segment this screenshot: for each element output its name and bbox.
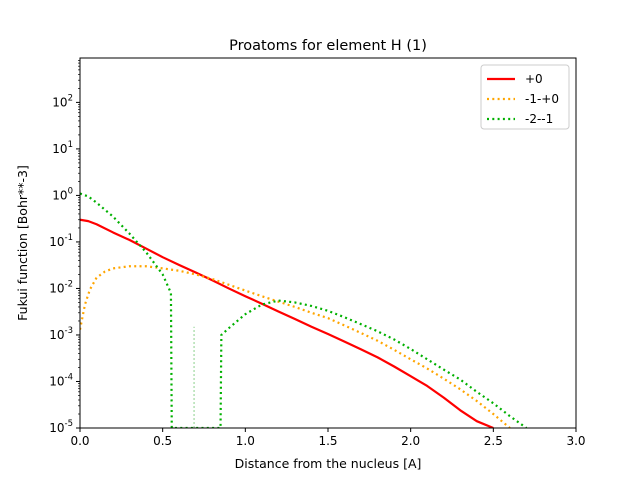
y-tick-label: 10-1 (49, 233, 73, 249)
y-tick-label: 100 (52, 186, 73, 202)
x-tick-label: 1.5 (318, 434, 337, 448)
plot-area (80, 192, 528, 428)
x-tick-label: 3.0 (566, 434, 585, 448)
x-axis-label: Distance from the nucleus [A] (235, 456, 422, 471)
x-tick-label: 2.5 (484, 434, 503, 448)
legend-label-3: -2--1 (525, 112, 553, 126)
legend-label-1: +0 (525, 72, 543, 86)
x-tick-label: 0.0 (70, 434, 89, 448)
y-tick-label: 10-4 (49, 372, 73, 388)
y-tick-label: 10-5 (49, 419, 73, 435)
legend-label-2: -1-+0 (525, 92, 559, 106)
y-tick-label: 101 (52, 140, 73, 156)
x-tick-label: 1.0 (236, 434, 255, 448)
x-tick-label: 0.5 (153, 434, 172, 448)
x-tick-label: 2.0 (401, 434, 420, 448)
y-tick-label: 10-3 (49, 326, 73, 342)
legend-box (480, 64, 570, 130)
y-tick-label: 10-2 (49, 279, 73, 295)
x-axis: 0.0 0.5 1.0 1.5 2.0 2.5 3.0 (70, 428, 586, 448)
y-axis: 10-5 10-4 10-3 10-2 10-1 100 101 102 (49, 60, 80, 435)
legend: +0 -1-+0 -2--1 (480, 64, 570, 130)
y-axis-label: Fukui function [Bohr**-3] (15, 165, 30, 321)
y-tick-label: 102 (52, 93, 73, 109)
series-line-2 (80, 265, 511, 428)
series-line-3 (80, 192, 528, 428)
chart-title: Proatoms for element H (1) (229, 38, 427, 54)
series-line-1 (80, 218, 494, 428)
